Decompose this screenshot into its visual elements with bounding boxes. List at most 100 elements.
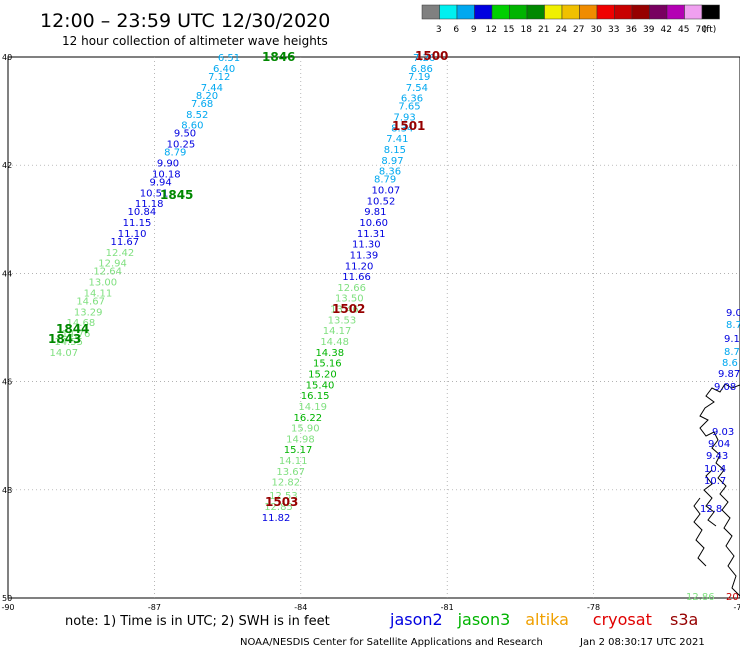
wave-height-value: 14.07: [49, 348, 78, 359]
wave-height-value: 13.29: [74, 307, 103, 318]
edge-value: 9.1: [724, 334, 740, 345]
wave-height-value: 14.76: [62, 329, 91, 340]
footer-credit: NOAA/NESDIS Center for Satellite Applica…: [240, 637, 543, 648]
time-label: 1846: [262, 50, 295, 64]
time-label: 1502: [332, 302, 365, 316]
wave-height-value: 11.10: [118, 229, 147, 240]
wave-height-value: 11.31: [357, 229, 386, 240]
wave-height-value: 10.60: [359, 218, 388, 229]
wave-height-value: 14.11: [84, 288, 113, 299]
wave-height-value: 8.60: [181, 121, 203, 132]
wave-height-value: 11.15: [123, 218, 152, 229]
wave-height-value: 11.67: [110, 237, 139, 248]
wave-height-value: 8.79: [164, 148, 186, 159]
legend-swatch: [509, 4, 528, 20]
legend-label: 30: [591, 25, 603, 35]
mission-legend: jason2 jason3 altika cryosat s3a: [389, 610, 698, 629]
footer-timestamp: Jan 2 08:30:17 UTC 2021: [579, 637, 705, 648]
wave-height-value: 13.67: [276, 467, 305, 478]
wave-height-value: 12.82: [272, 478, 301, 489]
lon-label: -90: [1, 603, 14, 612]
wave-height-value: 9.90: [157, 158, 179, 169]
wave-height-value: 12.66: [337, 283, 366, 294]
legend-swatch: [456, 4, 475, 20]
legend-swatch: [526, 4, 545, 20]
wave-height-value: 12.94: [98, 259, 127, 270]
wave-height-value: 13.53: [328, 315, 357, 326]
legend-label: 6: [453, 25, 459, 35]
wave-height-value: 15.20: [308, 369, 337, 380]
legend-swatch: [439, 4, 458, 20]
wave-height-value: 8.15: [384, 145, 406, 156]
wave-height-value: 10.25: [167, 140, 196, 151]
wave-height-value: 7.68: [191, 99, 213, 110]
legend-swatch: [596, 4, 615, 20]
legend-swatch: [491, 4, 510, 20]
wave-height-value: 10.51: [140, 188, 169, 199]
wave-height-value: 8.20: [196, 91, 218, 102]
lon-label: -81: [441, 603, 454, 612]
coastline-segment: [703, 469, 717, 527]
legend-swatch: [579, 4, 598, 20]
mission-jason3: jason3: [457, 610, 511, 629]
wave-height-value: 10.52: [367, 196, 396, 207]
wave-height-value: 8.34: [391, 123, 413, 134]
wave-height-value: 15.40: [306, 380, 335, 391]
wave-height-value: 6.36: [401, 94, 423, 105]
legend-label: 39: [643, 25, 655, 35]
wave-height-value: 11.82: [262, 513, 291, 524]
coastline: [693, 383, 740, 597]
wave-height-value: 8.97: [381, 156, 403, 167]
wave-height-value: 7.19: [408, 72, 430, 83]
edge-value: 9.87: [718, 369, 740, 380]
legend-label: 70: [696, 25, 708, 35]
edge-value: 20: [726, 592, 739, 603]
lon-label: -75: [733, 603, 740, 612]
wave-height-value: 14.67: [76, 296, 105, 307]
wave-height-value: 14.19: [298, 402, 327, 413]
legend-swatch: [544, 4, 563, 20]
edge-value: 12.86: [686, 592, 715, 603]
footer-note: note: 1) Time is in UTC; 2) SWH is in fe…: [65, 614, 330, 629]
legend-label: 24: [556, 25, 568, 35]
wave-height-value: 13.50: [335, 294, 364, 305]
mission-s3a: s3a: [670, 610, 698, 629]
legend-swatch: [666, 4, 685, 20]
coastline-segment: [693, 497, 707, 567]
legend-label: 15: [503, 25, 514, 35]
lat-label: 50: [2, 594, 12, 603]
time-label: 1844: [56, 322, 89, 336]
wave-height-value: 9.81: [364, 207, 386, 218]
edge-value: 8.7: [724, 347, 740, 358]
edge-value: 8.6: [722, 358, 738, 369]
axis-labels: 40 42 44 46 48 50-90 -87 -84 -81 -78 -75: [1, 53, 740, 612]
wave-height-value: 7.54: [406, 83, 428, 94]
wave-height-value: 6.86: [411, 64, 433, 75]
wave-height-value: 10.18: [152, 169, 181, 180]
lat-label: 46: [2, 378, 12, 387]
lat-label: 48: [2, 486, 12, 495]
edge-value: 10.4: [704, 464, 726, 475]
map-subtitle: 12 hour collection of altimeter wave hei…: [62, 34, 328, 48]
wave-height-value: 12.42: [106, 248, 135, 259]
map-frame: [7, 56, 740, 599]
mission-jason2: jason2: [389, 610, 443, 629]
legend-label: 27: [573, 25, 584, 35]
edge-value: 10.7: [704, 476, 726, 487]
mission-cryosat: cryosat: [593, 610, 652, 629]
legend-swatch: [614, 4, 633, 20]
wave-height-value: 11.66: [342, 272, 371, 283]
legend-label: 45: [678, 25, 689, 35]
wave-height-value: 7.44: [201, 83, 223, 94]
wave-height-value: 7.26: [413, 53, 435, 64]
wave-height-value: 16.15: [301, 391, 330, 402]
wave-height-value: 7.12: [208, 72, 230, 83]
wave-height-value: 10.07: [372, 186, 401, 197]
legend-swatch: [649, 4, 668, 20]
wave-height-legend: 3 6 9 12 15 18 21 24 27 30 33 36 39 42 45 70(ft): [421, 4, 720, 35]
wave-height-value: 15.17: [284, 445, 313, 456]
time-label: 1501: [392, 119, 425, 133]
wave-height-value: 14.48: [320, 337, 349, 348]
time-label: 1845: [160, 188, 193, 202]
legend-label: 21: [538, 25, 549, 35]
